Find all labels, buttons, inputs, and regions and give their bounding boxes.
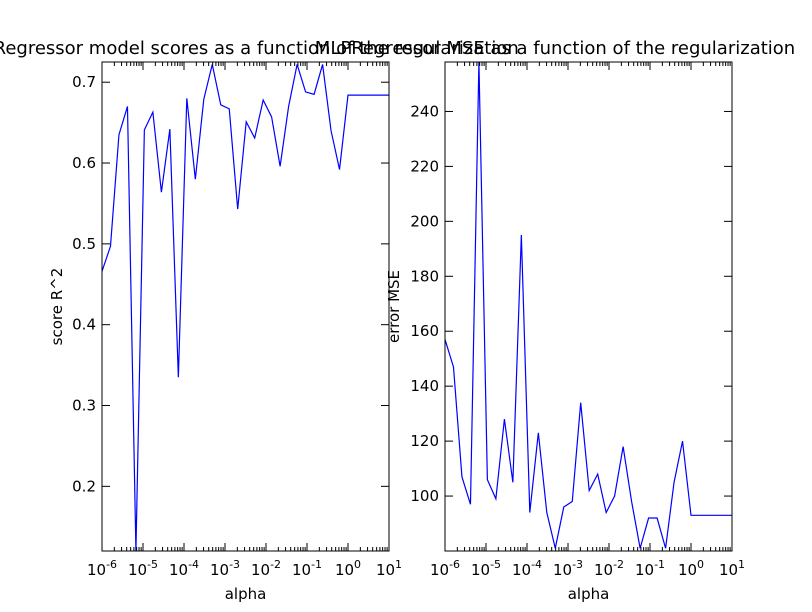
axes-frame (102, 62, 389, 551)
chart-panel-2: 10-6 10-5 10-4 10-3 10-2 10-1 100 101 100 120 140 1… (315, 38, 795, 603)
x-tick-label: 10-4 (169, 558, 199, 579)
y-tick-label: 240 (410, 102, 439, 120)
y-tick-label: 0.3 (72, 397, 96, 415)
y-tick-label: 0.4 (72, 316, 96, 334)
x-tick-label: 100 (335, 558, 361, 579)
y-tick-label: 180 (410, 267, 439, 285)
x-tick-label: 10-6 (430, 558, 460, 579)
series-line (102, 64, 389, 551)
y-tick-label: 0.5 (72, 235, 96, 253)
y-axis-label: score R^2 (48, 268, 66, 346)
x-tick-label: 10-1 (292, 558, 322, 579)
x-tick-label: 10-3 (553, 558, 583, 579)
y-tick-label: 100 (410, 487, 439, 505)
x-tick-label: 10-1 (635, 558, 665, 579)
x-tick-label: 100 (678, 558, 704, 579)
y-tick-label: 0.6 (72, 154, 96, 172)
x-tick-label: 101 (376, 558, 402, 579)
series-line (445, 62, 732, 548)
x-tick-label: 10-4 (512, 558, 542, 579)
y-tick-label: 0.2 (72, 477, 96, 495)
y-tick-label: 120 (410, 432, 439, 450)
x-tick-label: 101 (719, 558, 745, 579)
y-tick-label: 220 (410, 157, 439, 175)
y-tick-label: 0.7 (72, 73, 96, 91)
x-tick-label: 10-6 (87, 558, 117, 579)
x-tick-label: 10-2 (594, 558, 624, 579)
y-axis-label: error MSE (385, 270, 403, 343)
y-tick-label: 200 (410, 212, 439, 230)
chart-title: MLPRegressor MSE as a function of the re… (315, 38, 795, 59)
y-tick-label: 160 (410, 322, 439, 340)
x-axis-label: alpha (568, 585, 610, 603)
x-axis-label: alpha (225, 585, 267, 603)
chart-panel-1: 10-6 10-5 10-4 10-3 10-2 10-1 100 101 0.2 0.3 0.4 0… (0, 38, 519, 603)
x-tick-label: 10-3 (210, 558, 240, 579)
y-tick-label: 140 (410, 377, 439, 395)
x-tick-label: 10-5 (471, 558, 501, 579)
x-tick-label: 10-5 (128, 558, 158, 579)
x-tick-label: 10-2 (251, 558, 281, 579)
